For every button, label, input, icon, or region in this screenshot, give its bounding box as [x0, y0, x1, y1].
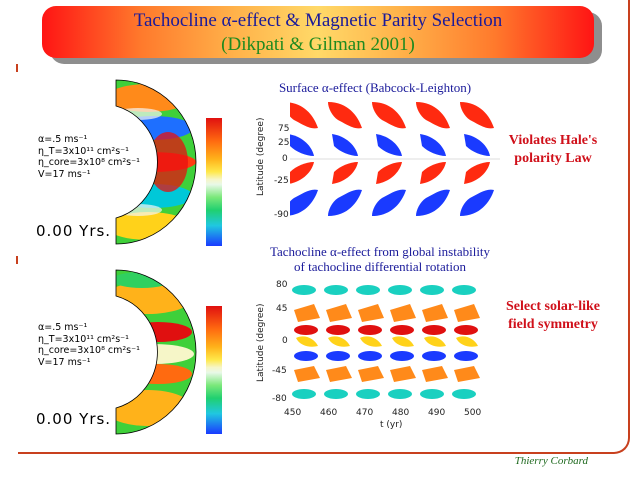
slide-title: Tachocline α-effect & Magnetic Parity Se… [133, 10, 503, 31]
top-ytick: 25 [278, 138, 290, 148]
bottom-note-line1: Select solar-like [506, 299, 600, 314]
param-eta-core: η_core=3x10⁸ cm²s⁻¹ [38, 345, 140, 356]
top-meridional-plot [115, 79, 197, 245]
param-eta-t: η_T=3x10¹¹ cm²s⁻¹ [38, 145, 129, 157]
author-credit: Thierry Corbard [514, 455, 588, 467]
slide-frame [18, 0, 630, 454]
bottom-xtick: 460 [320, 408, 338, 418]
top-note: Violates Hale's polarity Law [490, 132, 616, 168]
top-colorbar [206, 118, 222, 246]
top-years: 0.00 Yrs. [36, 222, 112, 240]
top-ylabel: Latitude (degree) [256, 117, 266, 196]
param-v: V=17 ms⁻¹ [38, 356, 91, 368]
slide-subtitle: (Dikpati & Gilman 2001) [221, 34, 415, 55]
bottom-note: Select solar-like field symmetry [488, 298, 618, 334]
top-note-line1: Violates Hale's [508, 133, 598, 148]
bottom-butterfly-diagram [290, 280, 482, 404]
top-params: α=.5 ms⁻¹ η_T=3x10¹¹ cm²s⁻¹ η_core=3x10⁸… [38, 134, 140, 180]
param-alpha: α=.5 ms⁻¹ [38, 134, 88, 145]
param-eta-core: η_core=3x10⁸ cm²s⁻¹ [38, 157, 140, 168]
bottom-colorbar [206, 306, 222, 434]
bottom-ytick: 80 [276, 280, 288, 290]
bottom-meridional-plot [115, 269, 197, 435]
bottom-years: 0.00 Yrs. [36, 410, 112, 428]
top-ytick: -25 [274, 176, 289, 186]
top-ytick: 0 [282, 154, 288, 164]
top-ytick: -90 [274, 210, 289, 220]
param-alpha: α=.5 ms⁻¹ [38, 322, 88, 333]
top-caption: Surface α-effect (Babcock-Leighton) [278, 80, 472, 95]
bottom-caption-line1: Tachocline α-effect from global instabil… [269, 244, 491, 259]
bottom-ylabel: Latitude (degree) [256, 303, 266, 382]
top-ytick: 75 [278, 124, 290, 134]
bottom-ytick: 0 [282, 336, 288, 346]
bottom-note-line2: field symmetry [508, 317, 598, 332]
frame-tick [16, 64, 18, 72]
bottom-xlabel: t (yr) [380, 420, 403, 430]
bottom-xtick: 490 [428, 408, 446, 418]
bottom-xtick: 450 [284, 408, 302, 418]
bottom-caption-line2: of tachocline differential rotation [294, 259, 466, 274]
top-butterfly-diagram [290, 98, 500, 220]
param-v: V=17 ms⁻¹ [38, 168, 91, 180]
bottom-xtick: 470 [356, 408, 374, 418]
bottom-xtick: 480 [392, 408, 410, 418]
bottom-params: α=.5 ms⁻¹ η_T=3x10¹¹ cm²s⁻¹ η_core=3x10⁸… [38, 322, 140, 368]
title-banner [42, 6, 594, 58]
frame-tick [16, 256, 18, 264]
top-note-line2: polarity Law [514, 151, 592, 166]
bottom-ytick: -45 [272, 366, 287, 376]
param-eta-t: η_T=3x10¹¹ cm²s⁻¹ [38, 333, 129, 345]
bottom-ytick: -80 [272, 394, 287, 404]
bottom-ytick: 45 [276, 304, 288, 314]
bottom-caption: Tachocline α-effect from global instabil… [250, 244, 510, 274]
bottom-xtick: 500 [464, 408, 482, 418]
